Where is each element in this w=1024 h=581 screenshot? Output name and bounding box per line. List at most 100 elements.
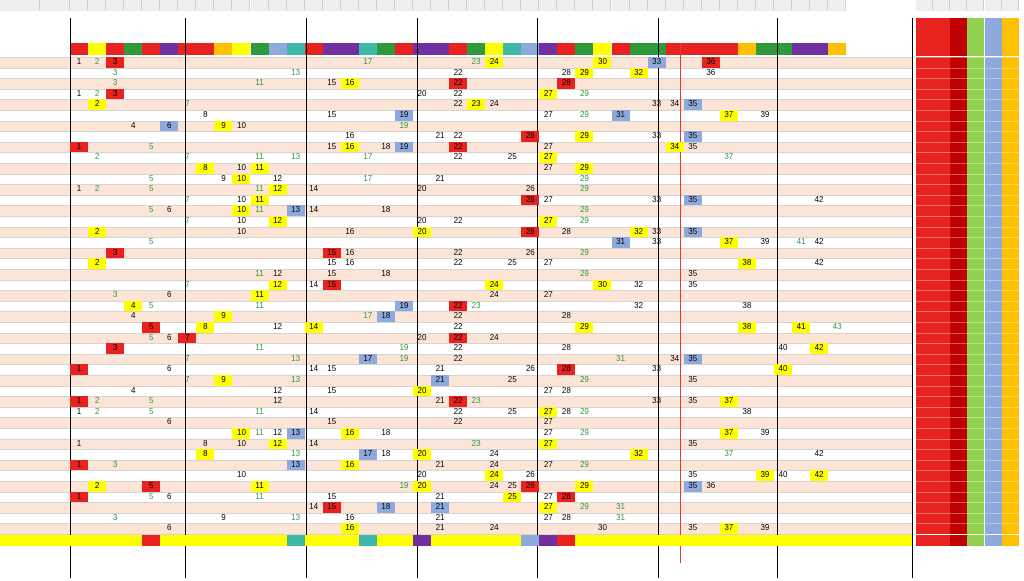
stat-cell[interactable] [1002, 417, 1019, 428]
drawn-number[interactable]: 12 [273, 385, 283, 395]
drawn-number[interactable]: 19 [399, 343, 409, 353]
drawn-number[interactable]: 29 [575, 131, 594, 142]
drawn-number[interactable]: 35 [688, 396, 698, 406]
drawn-number[interactable]: 29 [579, 502, 589, 512]
drawn-number[interactable]: 22 [449, 78, 468, 89]
drawn-number[interactable]: 35 [688, 279, 698, 289]
drawn-number[interactable]: 20 [417, 470, 427, 480]
stat-cell[interactable] [950, 226, 967, 238]
drawn-number[interactable]: 33 [652, 131, 662, 141]
drawn-number[interactable]: 29 [579, 247, 589, 257]
date-cell[interactable] [0, 481, 36, 492]
drawn-number[interactable]: 22 [453, 67, 463, 77]
stat-cell[interactable] [950, 459, 967, 471]
stat-cell[interactable] [933, 300, 950, 312]
drawn-number[interactable]: 22 [453, 152, 463, 162]
round-cell[interactable] [40, 78, 68, 89]
round-cell[interactable] [40, 502, 68, 513]
drawn-number[interactable]: 22 [449, 332, 468, 344]
drawn-number[interactable]: 32 [634, 300, 644, 310]
drawn-number[interactable]: 38 [742, 300, 752, 310]
stat-cell[interactable] [933, 481, 950, 492]
footer-number[interactable] [521, 535, 540, 546]
stat-cell[interactable] [933, 88, 950, 100]
stat-cell[interactable] [933, 78, 950, 89]
drawn-number[interactable]: 12 [273, 269, 283, 278]
stat-cell[interactable] [985, 141, 1002, 153]
drawn-number[interactable]: 11 [255, 343, 264, 353]
footer-number[interactable] [630, 535, 648, 546]
stat-cell[interactable] [985, 322, 1002, 333]
stat-cell[interactable] [985, 290, 1002, 301]
stat-cell[interactable] [933, 396, 950, 407]
round-cell[interactable] [40, 333, 68, 344]
drawn-number[interactable]: 30 [598, 523, 607, 533]
date-cell[interactable] [0, 174, 36, 185]
footer-number[interactable] [485, 535, 504, 546]
round-cell[interactable] [40, 364, 68, 375]
stat-cell[interactable] [985, 120, 1002, 132]
drawn-number[interactable]: 27 [543, 385, 553, 395]
drawn-number[interactable]: 9 [214, 120, 233, 132]
drawn-number[interactable]: 24 [485, 279, 504, 291]
drawn-number[interactable]: 39 [760, 110, 770, 119]
round-cell[interactable] [40, 280, 68, 291]
drawn-number[interactable]: 10 [237, 216, 246, 225]
drawn-number[interactable]: 6 [167, 523, 172, 533]
stat-cell[interactable] [916, 57, 933, 68]
stat-cell[interactable] [916, 385, 933, 397]
stat-cell[interactable] [1002, 173, 1019, 185]
stat-cell[interactable] [1002, 385, 1019, 397]
drawn-number[interactable]: 14 [309, 502, 319, 512]
number-bar-cell[interactable] [412, 43, 431, 55]
stat-cell[interactable] [1002, 438, 1019, 450]
drawn-number[interactable]: 42 [814, 258, 824, 268]
drawn-number[interactable]: 14 [309, 279, 319, 289]
stat-cell[interactable] [916, 131, 933, 142]
drawn-number[interactable]: 7 [185, 375, 190, 384]
number-bar-cell[interactable] [611, 43, 630, 55]
drawn-number[interactable]: 24 [489, 332, 499, 342]
date-cell[interactable] [0, 280, 36, 291]
drawn-number[interactable]: 4 [130, 311, 136, 321]
column-header[interactable] [629, 0, 648, 11]
round-cell[interactable] [40, 99, 68, 110]
round-cell[interactable] [40, 131, 68, 142]
stat-cell[interactable] [933, 343, 950, 354]
round-cell[interactable] [40, 439, 68, 450]
date-cell[interactable] [0, 396, 36, 407]
stat-cell[interactable] [950, 99, 967, 110]
drawn-number[interactable]: 37 [719, 396, 738, 407]
stat-cell[interactable] [950, 205, 967, 216]
drawn-number[interactable]: 17 [363, 311, 373, 321]
drawn-number[interactable]: 2 [94, 396, 100, 406]
stat-cell[interactable] [933, 502, 950, 513]
round-cell[interactable] [40, 470, 68, 481]
drawn-number[interactable]: 20 [412, 449, 431, 460]
stat-cell[interactable] [950, 364, 967, 375]
stat-cell[interactable] [916, 438, 933, 450]
column-header[interactable] [286, 0, 305, 11]
drawn-number[interactable]: 14 [309, 406, 319, 416]
date-cell[interactable] [0, 502, 36, 513]
stat-cell[interactable] [933, 417, 950, 428]
drawn-number[interactable]: 29 [579, 205, 589, 215]
round-cell[interactable] [40, 184, 68, 195]
drawn-number[interactable]: 25 [507, 406, 517, 416]
footer-number[interactable] [323, 535, 341, 546]
column-header[interactable] [340, 0, 359, 11]
stat-cell[interactable] [1002, 269, 1019, 280]
stat-cell[interactable] [916, 216, 933, 227]
date-cell[interactable] [0, 428, 36, 439]
drawn-number[interactable]: 11 [255, 428, 264, 437]
stat-cell[interactable] [1002, 110, 1019, 121]
stat-cell[interactable] [985, 78, 1002, 89]
column-header[interactable] [916, 0, 933, 11]
stat-cell[interactable] [950, 237, 967, 248]
drawn-number[interactable]: 18 [376, 502, 395, 513]
number-bar-cell[interactable] [304, 43, 323, 55]
footer-number[interactable] [286, 535, 305, 546]
column-header[interactable] [304, 0, 323, 11]
stat-cell[interactable] [967, 343, 984, 354]
